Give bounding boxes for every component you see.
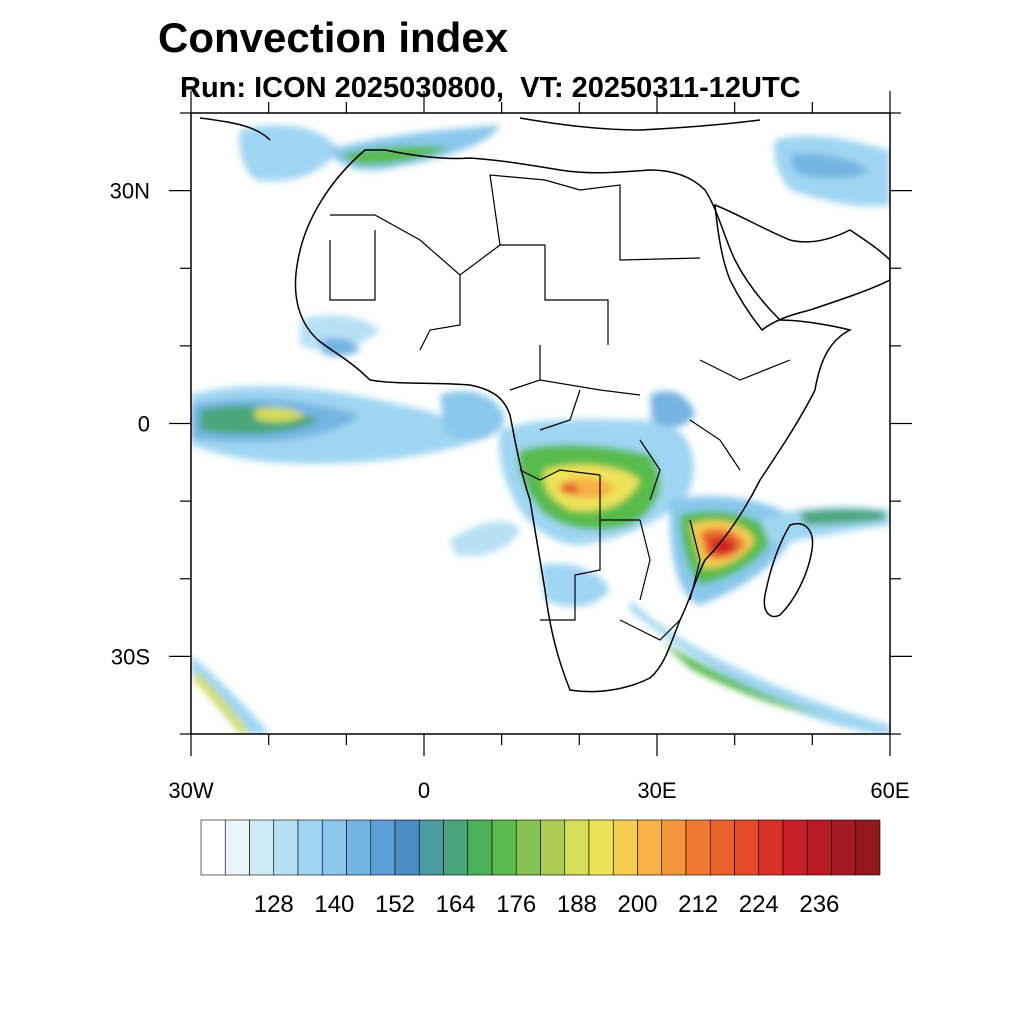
colorbar-box [200, 819, 226, 876]
colorbar-label: 224 [739, 891, 779, 918]
colorbar-box [370, 819, 396, 876]
y-tick-label: 30N [110, 179, 150, 204]
colorbar-box [394, 819, 420, 876]
colorbar-box [346, 819, 372, 876]
colorbar-box [491, 819, 517, 876]
colorbar-box [637, 819, 663, 876]
colorbar-label: 188 [557, 891, 597, 918]
x-tick-label: 60E [870, 778, 909, 803]
colorbar-box [515, 819, 541, 876]
colorbar-label: 152 [375, 891, 415, 918]
colorbar-box [588, 819, 614, 876]
colorbar-box [540, 819, 566, 876]
colorbar-box [467, 819, 493, 876]
colorbar-label: 200 [617, 891, 657, 918]
map-title: Convection index [158, 14, 509, 61]
map-subtitle: Run: ICON 2025030800, VT: 20250311-12UTC [180, 72, 801, 104]
colorbar-box [564, 819, 590, 876]
x-axis: 30W 0 30E 60E [168, 91, 910, 803]
colorbar-box [297, 819, 323, 876]
colorbar-box [443, 819, 469, 876]
colorbar-box [758, 819, 784, 876]
colorbar-label: 164 [436, 891, 476, 918]
convection-field [191, 125, 890, 734]
colorbar-label: 128 [254, 891, 294, 918]
x-tick-label: 30W [168, 778, 213, 803]
colorbar-box [612, 819, 638, 876]
x-tick-label: 30E [637, 778, 676, 803]
y-axis: 30N 0 30S [110, 112, 912, 735]
coastlines [199, 117, 890, 693]
colorbar-box [224, 819, 250, 876]
colorbar-box [855, 819, 881, 876]
x-tick-label: 0 [418, 778, 430, 803]
y-tick-label: 0 [138, 412, 150, 437]
colorbar-box [685, 819, 711, 876]
colorbar-box [709, 819, 735, 876]
colorbar-box [831, 819, 857, 876]
colorbar: 128 140 152 164 176 188 200 212 224 236 [200, 819, 881, 918]
country-borders [329, 174, 791, 641]
colorbar-box [782, 819, 808, 876]
y-tick-label: 30S [111, 644, 150, 669]
colorbar-box [661, 819, 687, 876]
colorbar-box [321, 819, 347, 876]
colorbar-box [734, 819, 760, 876]
colorbar-box [418, 819, 444, 876]
colorbar-label: 176 [496, 891, 536, 918]
colorbar-label: 212 [678, 891, 718, 918]
colorbar-box [806, 819, 832, 876]
colorbar-label: 236 [799, 891, 839, 918]
colorbar-box [249, 819, 275, 876]
colorbar-box [273, 819, 299, 876]
colorbar-label: 140 [314, 891, 354, 918]
